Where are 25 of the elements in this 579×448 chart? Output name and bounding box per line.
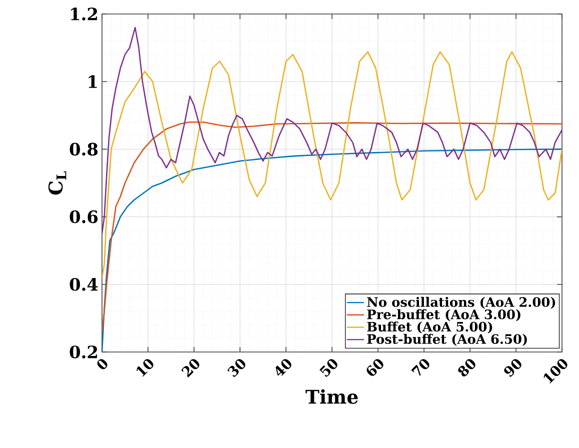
x-tick-label: 90 (504, 359, 522, 377)
x-tick-label: 50 (320, 359, 338, 377)
legend-label: Post-buffet (AoA 6.50) (367, 334, 527, 346)
x-tick-label: 40 (276, 359, 292, 376)
x-tick-label: 10 (136, 359, 154, 377)
y-tick-label: 0.2 (70, 346, 97, 358)
legend-label: No oscillations (AoA 2.00) (367, 296, 556, 309)
y-tick-label: 0.6 (70, 210, 98, 224)
x-axis-title: Time (306, 389, 358, 404)
y-tick-label: 1 (88, 75, 97, 88)
x-tick-label: 80 (458, 359, 476, 376)
x-tick-label: 60 (366, 359, 384, 376)
y-tick-label: 0.4 (70, 278, 98, 291)
y-tick-label: 0.8 (70, 142, 98, 156)
x-tick-label: 30 (227, 359, 246, 378)
legend-label: Buffet (AoA 5.00) (367, 322, 492, 334)
x-tick-label: 0 (97, 359, 108, 370)
line-series (102, 51, 562, 278)
y-axis-title: C$_{L}$ (48, 171, 66, 195)
legend-label: Pre-buffet (AoA 3.00) (367, 309, 520, 322)
y-tick-label: 1.2 (71, 8, 97, 20)
x-tick-label: 20 (181, 359, 200, 378)
x-tick-label: 70 (411, 359, 430, 376)
line-series (102, 26, 562, 234)
line-series (102, 122, 562, 332)
